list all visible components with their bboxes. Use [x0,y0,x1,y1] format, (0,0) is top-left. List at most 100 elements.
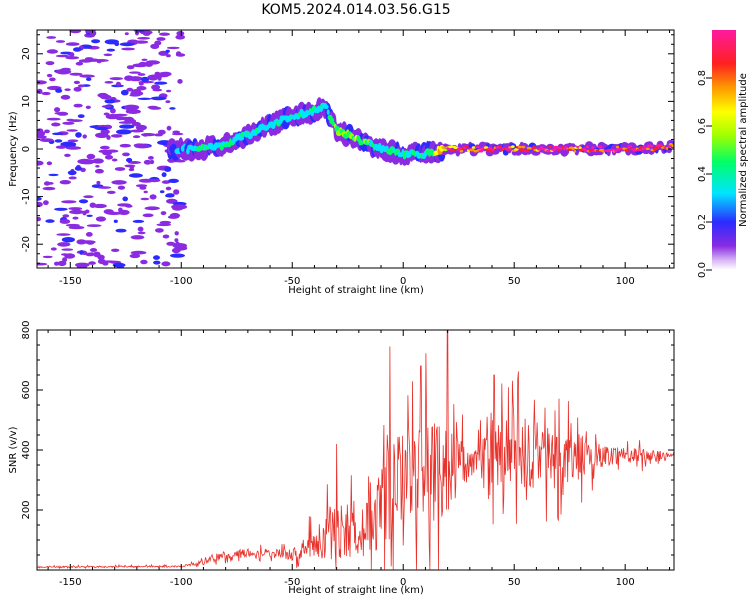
spectrogram-xtick-label: 100 [616,276,635,287]
spectrogram-ytick-label: -10 [21,188,32,204]
noise-blob [59,219,71,224]
noise-blob [113,219,118,223]
noise-blob [74,166,82,171]
noise-blob [106,48,116,52]
noise-blob [94,168,104,174]
ridge-core [666,147,669,150]
noise-blob [46,73,53,78]
noise-blob [45,61,55,66]
ridge-core [514,148,519,151]
noise-blob [122,152,130,157]
noise-blob [43,181,51,186]
noise-blob [136,86,147,91]
ridge-core [521,145,526,149]
ridge-core [671,144,674,148]
noise-blob [174,238,179,243]
noise-blob [166,46,180,50]
noise-blob [149,106,162,110]
noise-blob [78,199,89,204]
noise-blob [144,206,160,211]
noise-blob [162,234,170,239]
noise-blob [60,94,71,100]
noise-blob [93,203,107,209]
noise-blob [130,235,145,240]
noise-blob [85,105,91,110]
noise-blob [166,89,172,93]
noise-blob [104,155,114,160]
ridge-core [578,146,582,149]
noise-blob [122,196,128,202]
noise-blob [104,81,114,84]
ridge-core [597,145,603,149]
noise-blob [117,185,126,190]
noise-blob [159,32,170,36]
noise-blob [114,167,126,171]
spectrogram-ytick-label: 10 [21,95,32,108]
noise-blob [101,105,112,108]
noise-blob [111,158,118,162]
noise-blob [49,77,56,82]
noise-blob [105,114,119,120]
noise-blob [161,261,171,267]
noise-blob [128,76,143,82]
noise-blob [64,88,71,91]
snr-ytick-label: 800 [21,320,32,339]
noise-blob [68,225,85,230]
colorbar-tick-label: 0.6 [697,118,708,134]
noise-blob [131,89,142,95]
noise-blob [95,126,108,131]
noise-blob [119,124,135,129]
ridge-core [611,148,614,152]
snr-xtick-label: -50 [284,577,300,588]
ridge-core [654,146,660,149]
noise-blob [46,161,53,166]
ridge-core [498,145,502,149]
ridge-core [624,149,629,152]
noise-blob [175,34,185,40]
noise-blob [55,54,70,58]
noise-blob [119,143,131,148]
noise-blob [105,211,122,215]
noise-blob [68,207,83,211]
noise-blob [77,114,85,118]
noise-blob [142,31,151,36]
noise-blob [37,196,42,201]
noise-blob [110,108,116,114]
noise-blob [124,32,129,36]
noise-blob [92,158,104,164]
noise-blob [104,99,116,104]
ridge-core [643,145,646,148]
snr-panel: -150 -100 -50 0 50 100 200 400 600 800 Height of … [8,320,675,596]
noise-blob [110,134,123,138]
noise-blob [95,216,106,222]
noise-blob [140,259,148,265]
noise-blob [60,141,77,147]
snr-ylabel: SNR (v/v) [8,426,19,473]
figure-title: KOM5.2024.014.03.56.G15 [261,2,450,18]
noise-blob [151,84,161,90]
noise-blob [66,118,75,122]
noise-blob [42,255,53,259]
noise-blob [126,108,135,114]
noise-blob [52,132,64,136]
noise-blob [124,104,140,111]
noise-blob [54,207,68,211]
noise-blob [37,130,46,137]
noise-blob [169,107,176,110]
noise-blob [42,186,56,191]
noise-blob [64,153,71,157]
noise-blob [112,262,126,268]
noise-blob [137,37,151,40]
noise-blob [81,252,97,256]
noise-blob [176,31,185,36]
noise-blob [61,237,75,243]
spectrogram-ytick-label: -20 [21,236,32,252]
ridge-core [591,146,595,149]
noise-blob [86,153,96,160]
noise-blob [152,88,163,92]
ridge-core [471,146,476,149]
noise-blob [132,219,145,223]
colorbar-gradient [712,30,736,270]
colorbar-tick-label: 0.2 [697,214,708,230]
noise-blob [140,76,150,82]
